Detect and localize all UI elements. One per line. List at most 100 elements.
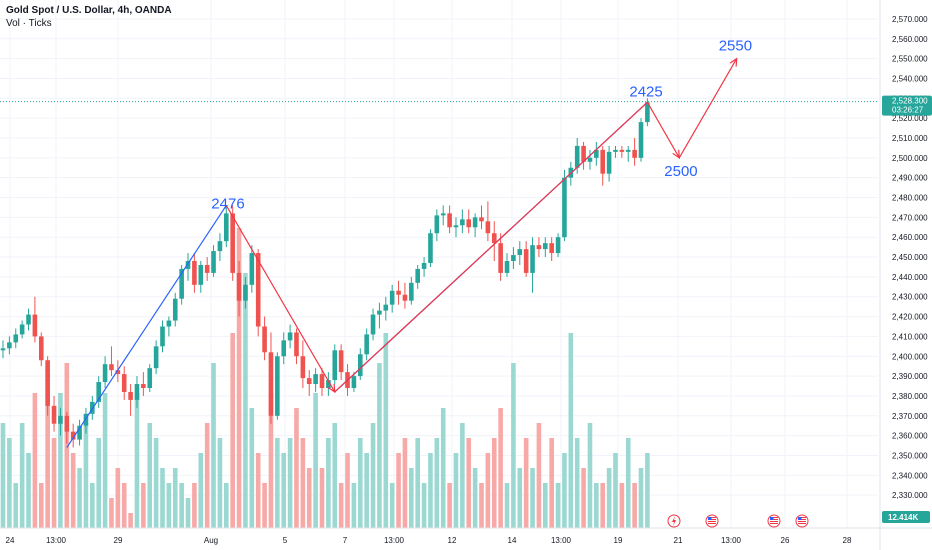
candle-body — [574, 145, 580, 168]
volume-bar — [536, 423, 542, 528]
volume-bar — [389, 483, 395, 528]
candle-body — [511, 255, 516, 262]
candle-body — [434, 215, 440, 234]
candle-body — [479, 217, 484, 222]
candle-body — [243, 284, 248, 301]
candle-body — [51, 405, 57, 424]
candle-body — [606, 151, 612, 174]
volume-bar — [383, 333, 389, 528]
volume-bar — [574, 438, 580, 528]
volume-bar — [275, 438, 280, 528]
arrow-head — [672, 149, 680, 160]
volume-bar — [58, 393, 63, 528]
volume-bar — [51, 438, 57, 528]
candle-body — [172, 298, 178, 321]
time-tick-label: 14 — [508, 536, 517, 545]
volume-bar — [255, 453, 261, 528]
candle-body — [319, 374, 325, 389]
volume-bar — [26, 453, 31, 528]
price-tick-label: 2,360.000 — [892, 432, 928, 441]
us-flag-event-icon[interactable] — [705, 514, 719, 528]
candle-body — [115, 370, 121, 375]
volume-bar — [83, 423, 89, 528]
event-icons[interactable] — [667, 514, 809, 528]
arrow-head — [729, 57, 738, 67]
candle-body — [460, 219, 465, 226]
candle-body — [179, 268, 184, 299]
price-tick-label: 2,350.000 — [892, 451, 928, 460]
candle-body — [447, 213, 452, 228]
volume-bar — [428, 453, 433, 528]
symbol-title[interactable]: Gold Spot / U.S. Dollar, 4h, OANDA — [6, 5, 172, 16]
volume-bar — [64, 363, 70, 528]
volume-bar — [19, 423, 25, 528]
candle-body — [409, 282, 414, 301]
candle-body — [498, 243, 503, 273]
volume-bar — [562, 453, 567, 528]
candles — [0, 98, 650, 448]
volume-bar — [402, 438, 408, 528]
volume-bar — [77, 468, 82, 528]
candle-body — [185, 261, 191, 269]
price-tick-label: 2,380.000 — [892, 392, 928, 401]
volume-bar — [268, 393, 274, 528]
candle-body — [128, 391, 133, 400]
price-tick-label: 2,570.000 — [892, 15, 928, 24]
volume-bar — [45, 363, 50, 528]
candle-body — [389, 290, 395, 305]
chart-header: Gold Spot / U.S. Dollar, 4h, OANDA Vol ·… — [6, 4, 172, 30]
time-axis[interactable]: 24 13:00 29 Aug 5 7 13:00 12 14 13:00 19 21 13:00 26 2… — [0, 527, 932, 545]
candle-body — [217, 241, 223, 252]
volume-bar — [0, 423, 6, 528]
price-tick-label: 2,460.000 — [892, 233, 928, 242]
volume-indicator-label[interactable]: Vol · Ticks — [6, 18, 52, 29]
lightning-event-icon[interactable] — [667, 514, 681, 528]
volume-bar — [543, 483, 548, 528]
candle-body — [332, 350, 338, 381]
price-tick-label: 2,540.000 — [892, 74, 928, 83]
volume-bar — [447, 483, 452, 528]
candle-body — [351, 376, 357, 389]
volume-bar — [160, 468, 165, 528]
volume-bar — [377, 363, 382, 528]
candle-body — [357, 354, 363, 377]
candle-body — [313, 374, 318, 385]
volume-bar — [511, 363, 516, 528]
candle-body — [281, 340, 287, 357]
trend-line — [66, 205, 227, 448]
volume-bar — [345, 453, 350, 528]
candle-body — [192, 261, 197, 285]
candle-body — [0, 348, 6, 351]
candle-body — [619, 149, 625, 152]
volume-bar — [32, 393, 38, 528]
candle-body — [77, 425, 82, 440]
time-tick-label: 7 — [343, 536, 348, 545]
candle-body — [415, 268, 420, 283]
candle-body — [562, 177, 567, 238]
price-tick-label: 2,520.000 — [892, 114, 928, 123]
candle-body — [491, 233, 497, 244]
candle-body — [632, 149, 637, 158]
volume-bar — [357, 438, 363, 528]
volume-bar — [281, 453, 287, 528]
time-tick-label: 24 — [6, 536, 15, 545]
volume-bar — [109, 498, 114, 528]
volume-bar — [581, 468, 586, 528]
candle-body — [38, 336, 44, 361]
price-tick-label: 2,550.000 — [892, 55, 928, 64]
candle-body — [166, 320, 172, 327]
us-flag-event-icon[interactable] — [767, 514, 781, 528]
volume-bar — [294, 408, 299, 528]
flag-icon-canton — [708, 517, 712, 520]
volume-bar — [587, 423, 593, 528]
price-tick-label: 2,340.000 — [892, 471, 928, 480]
candle-body — [645, 102, 650, 123]
volume-bar — [415, 438, 420, 528]
volume-bar — [262, 483, 267, 528]
volume-bar — [204, 423, 210, 528]
volume-bar — [645, 453, 650, 528]
candle-body — [581, 145, 586, 162]
volume-bar — [613, 453, 618, 528]
us-flag-event-icon[interactable] — [795, 514, 809, 528]
